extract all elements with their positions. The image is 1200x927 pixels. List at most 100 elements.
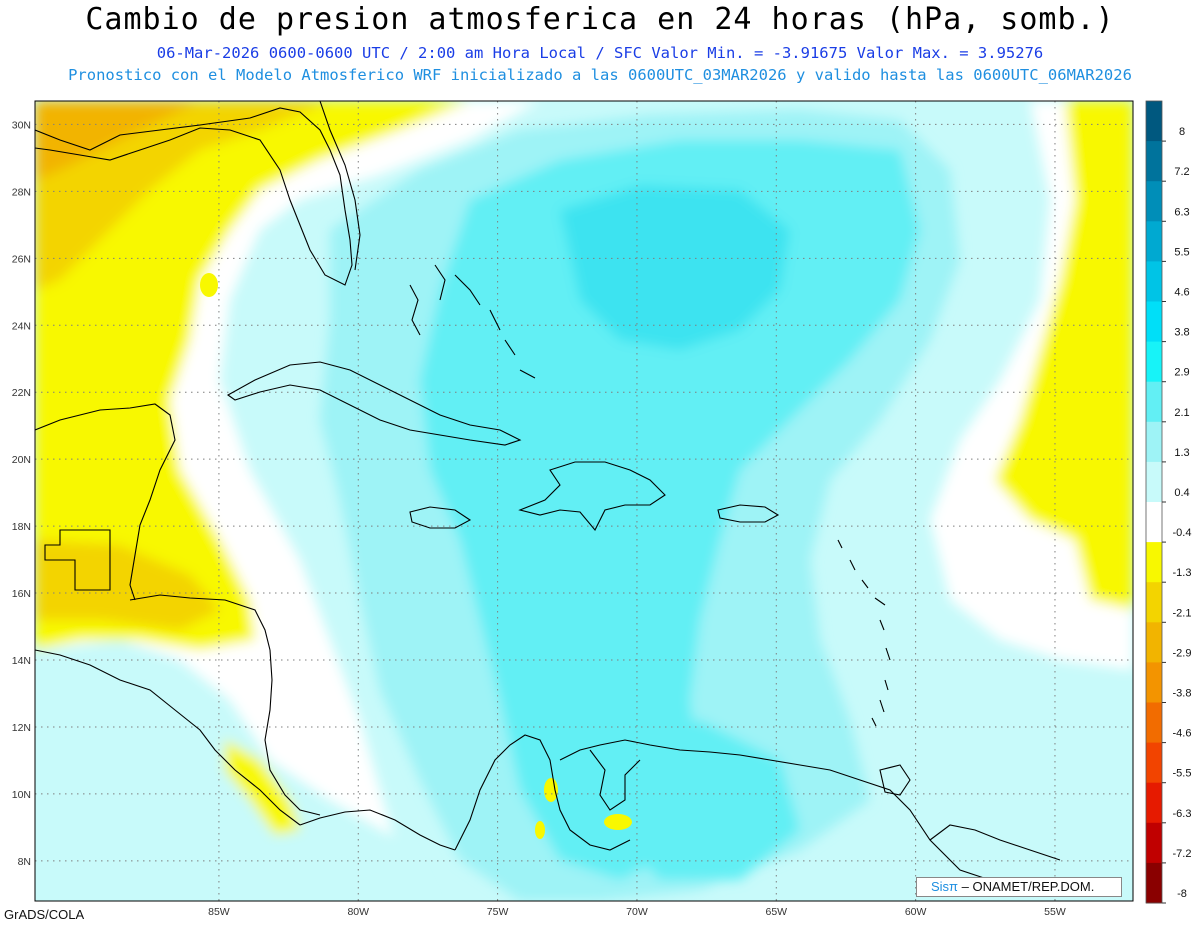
coast-maracaibo [589, 749, 641, 811]
field-neg1-west [35, 101, 470, 650]
lat-label: 10N [12, 789, 31, 801]
field-neg-cell-colombia [535, 821, 545, 839]
field-neg1-east [995, 101, 1133, 610]
map-frame [34, 100, 1134, 902]
colorbar-swatch [1146, 341, 1162, 383]
colorbar-swatch [1146, 301, 1162, 343]
field-neg3-nw [35, 101, 200, 180]
grads-credit: GrADS/COLA [4, 907, 85, 922]
coast-central-america-pacific [35, 649, 301, 826]
coast-panama [299, 809, 456, 851]
colorbar-label: -3.8 [1173, 688, 1192, 700]
field-pos3-south [600, 720, 800, 880]
map-subtitle-model: Pronostico con el Modelo Atmosferico WRF… [68, 66, 1132, 84]
coast-florida-east [319, 101, 361, 271]
lon-label: 75W [487, 906, 509, 918]
colorbar-label: 0.4 [1174, 487, 1189, 499]
colorbar-swatch [1146, 862, 1162, 904]
colorbar-swatch [1146, 221, 1162, 262]
coast-us-gulf [35, 107, 353, 286]
colorbar-label: -1.3 [1173, 567, 1192, 579]
map-title: Cambio de presion atmosferica en 24 hora… [85, 2, 1115, 37]
coast-jamaica [409, 506, 472, 529]
lat-label: 24N [12, 320, 31, 332]
lat-label: 20N [12, 454, 31, 466]
lat-label: 26N [12, 253, 31, 265]
field-neg-cell-venezuela [604, 814, 632, 830]
field-neg-cell-yucatan [200, 273, 218, 297]
colorbar-label: 2.9 [1174, 367, 1189, 379]
colorbar-swatch [1146, 582, 1162, 623]
lon-label: 65W [765, 906, 787, 918]
lat-label: 30N [12, 119, 31, 131]
lon-label: 60W [905, 906, 927, 918]
colorbar-swatch [1146, 181, 1162, 222]
longitude-labels: 85W 80W 75W 70W 65W 60W 55W [208, 906, 1066, 918]
lon-label: 80W [347, 906, 369, 918]
colorbar-swatch [1146, 381, 1162, 423]
coast-trinidad [879, 764, 911, 796]
colorbar-swatch [1146, 742, 1162, 784]
coast-guyana [929, 824, 1061, 861]
colorbar: 8 7.2 6.3 5.5 4.6 3.8 2.9 2.1 1.3 0.4 -0.4 -1.3 -2.1… [1145, 100, 1192, 904]
lon-label: 70W [626, 906, 648, 918]
colorbar-label: 7.2 [1174, 166, 1189, 178]
colorbar-label: -6.3 [1173, 808, 1192, 820]
field-pos4-north [560, 185, 790, 350]
latitude-labels: 30N 28N 26N 24N 22N 20N 18N 16N 14N 12N 10N 8N [12, 119, 31, 867]
sispi-logo-text: Sisπ [931, 879, 959, 894]
coast-honduras [129, 594, 271, 651]
lon-label: 55W [1044, 906, 1066, 918]
colorbar-label: 1.3 [1174, 447, 1189, 459]
colorbar-label: -5.5 [1173, 768, 1192, 780]
colorbar-swatch [1146, 261, 1162, 302]
coast-puerto-rico [717, 504, 780, 523]
map-subtitle-validity: 06-Mar-2026 0600-0600 UTC / 2:00 am Hora… [156, 44, 1044, 62]
lat-label: 8N [18, 856, 31, 868]
colorbar-label: -7.2 [1173, 848, 1192, 860]
graticule [35, 101, 1133, 901]
colorbar-swatch [1146, 662, 1162, 703]
colorbar-swatch [1146, 141, 1162, 182]
colorbar-label: -4.6 [1173, 728, 1192, 740]
coast-colombia [454, 734, 631, 851]
coast-bahamas [409, 264, 536, 379]
onamet-logo: Sisπ – ONAMET/REP.DOM. [916, 877, 1122, 897]
coast-cuba [226, 361, 522, 446]
field-neg2-west [35, 101, 330, 290]
colorbar-label: -2.9 [1173, 647, 1192, 659]
coastlines [35, 101, 1061, 881]
field-neg-cell-maracaibo [544, 778, 558, 802]
coast-mexico-belize-border [44, 529, 111, 591]
coast-venezuela [559, 739, 991, 881]
colorbar-swatch [1146, 702, 1162, 744]
onamet-logo-text: – ONAMET/REP.DOM. [958, 879, 1095, 894]
colorbar-label: 4.6 [1174, 287, 1189, 299]
coast-yucatan-mexico [35, 403, 176, 601]
lat-label: 28N [12, 186, 31, 198]
colorbar-label: 6.3 [1174, 206, 1189, 218]
lon-label: 85W [208, 906, 230, 918]
colorbar-label: -8 [1177, 888, 1187, 900]
colorbar-swatch [1146, 822, 1162, 864]
colorbar-swatch [1146, 461, 1162, 503]
colorbar-swatch [1146, 421, 1162, 463]
coast-nicaragua-caribbean [264, 649, 321, 816]
colorbar-swatch [1146, 622, 1162, 663]
lat-label: 12N [12, 722, 31, 734]
colorbar-label: 5.5 [1174, 246, 1189, 258]
coast-lesser-antilles [837, 539, 891, 727]
colorbar-label: 8 [1179, 126, 1185, 138]
colorbar-label: 2.1 [1174, 407, 1189, 419]
coast-hispaniola [518, 461, 666, 531]
lat-label: 16N [12, 588, 31, 600]
lat-label: 22N [12, 387, 31, 399]
colorbar-swatch [1146, 502, 1162, 543]
field-neg2-sw [35, 540, 220, 630]
pressure-field [35, 101, 1133, 901]
lat-label: 18N [12, 521, 31, 533]
colorbar-label: -0.4 [1173, 527, 1192, 539]
lat-label: 14N [12, 655, 31, 667]
colorbar-swatch [1146, 542, 1162, 583]
